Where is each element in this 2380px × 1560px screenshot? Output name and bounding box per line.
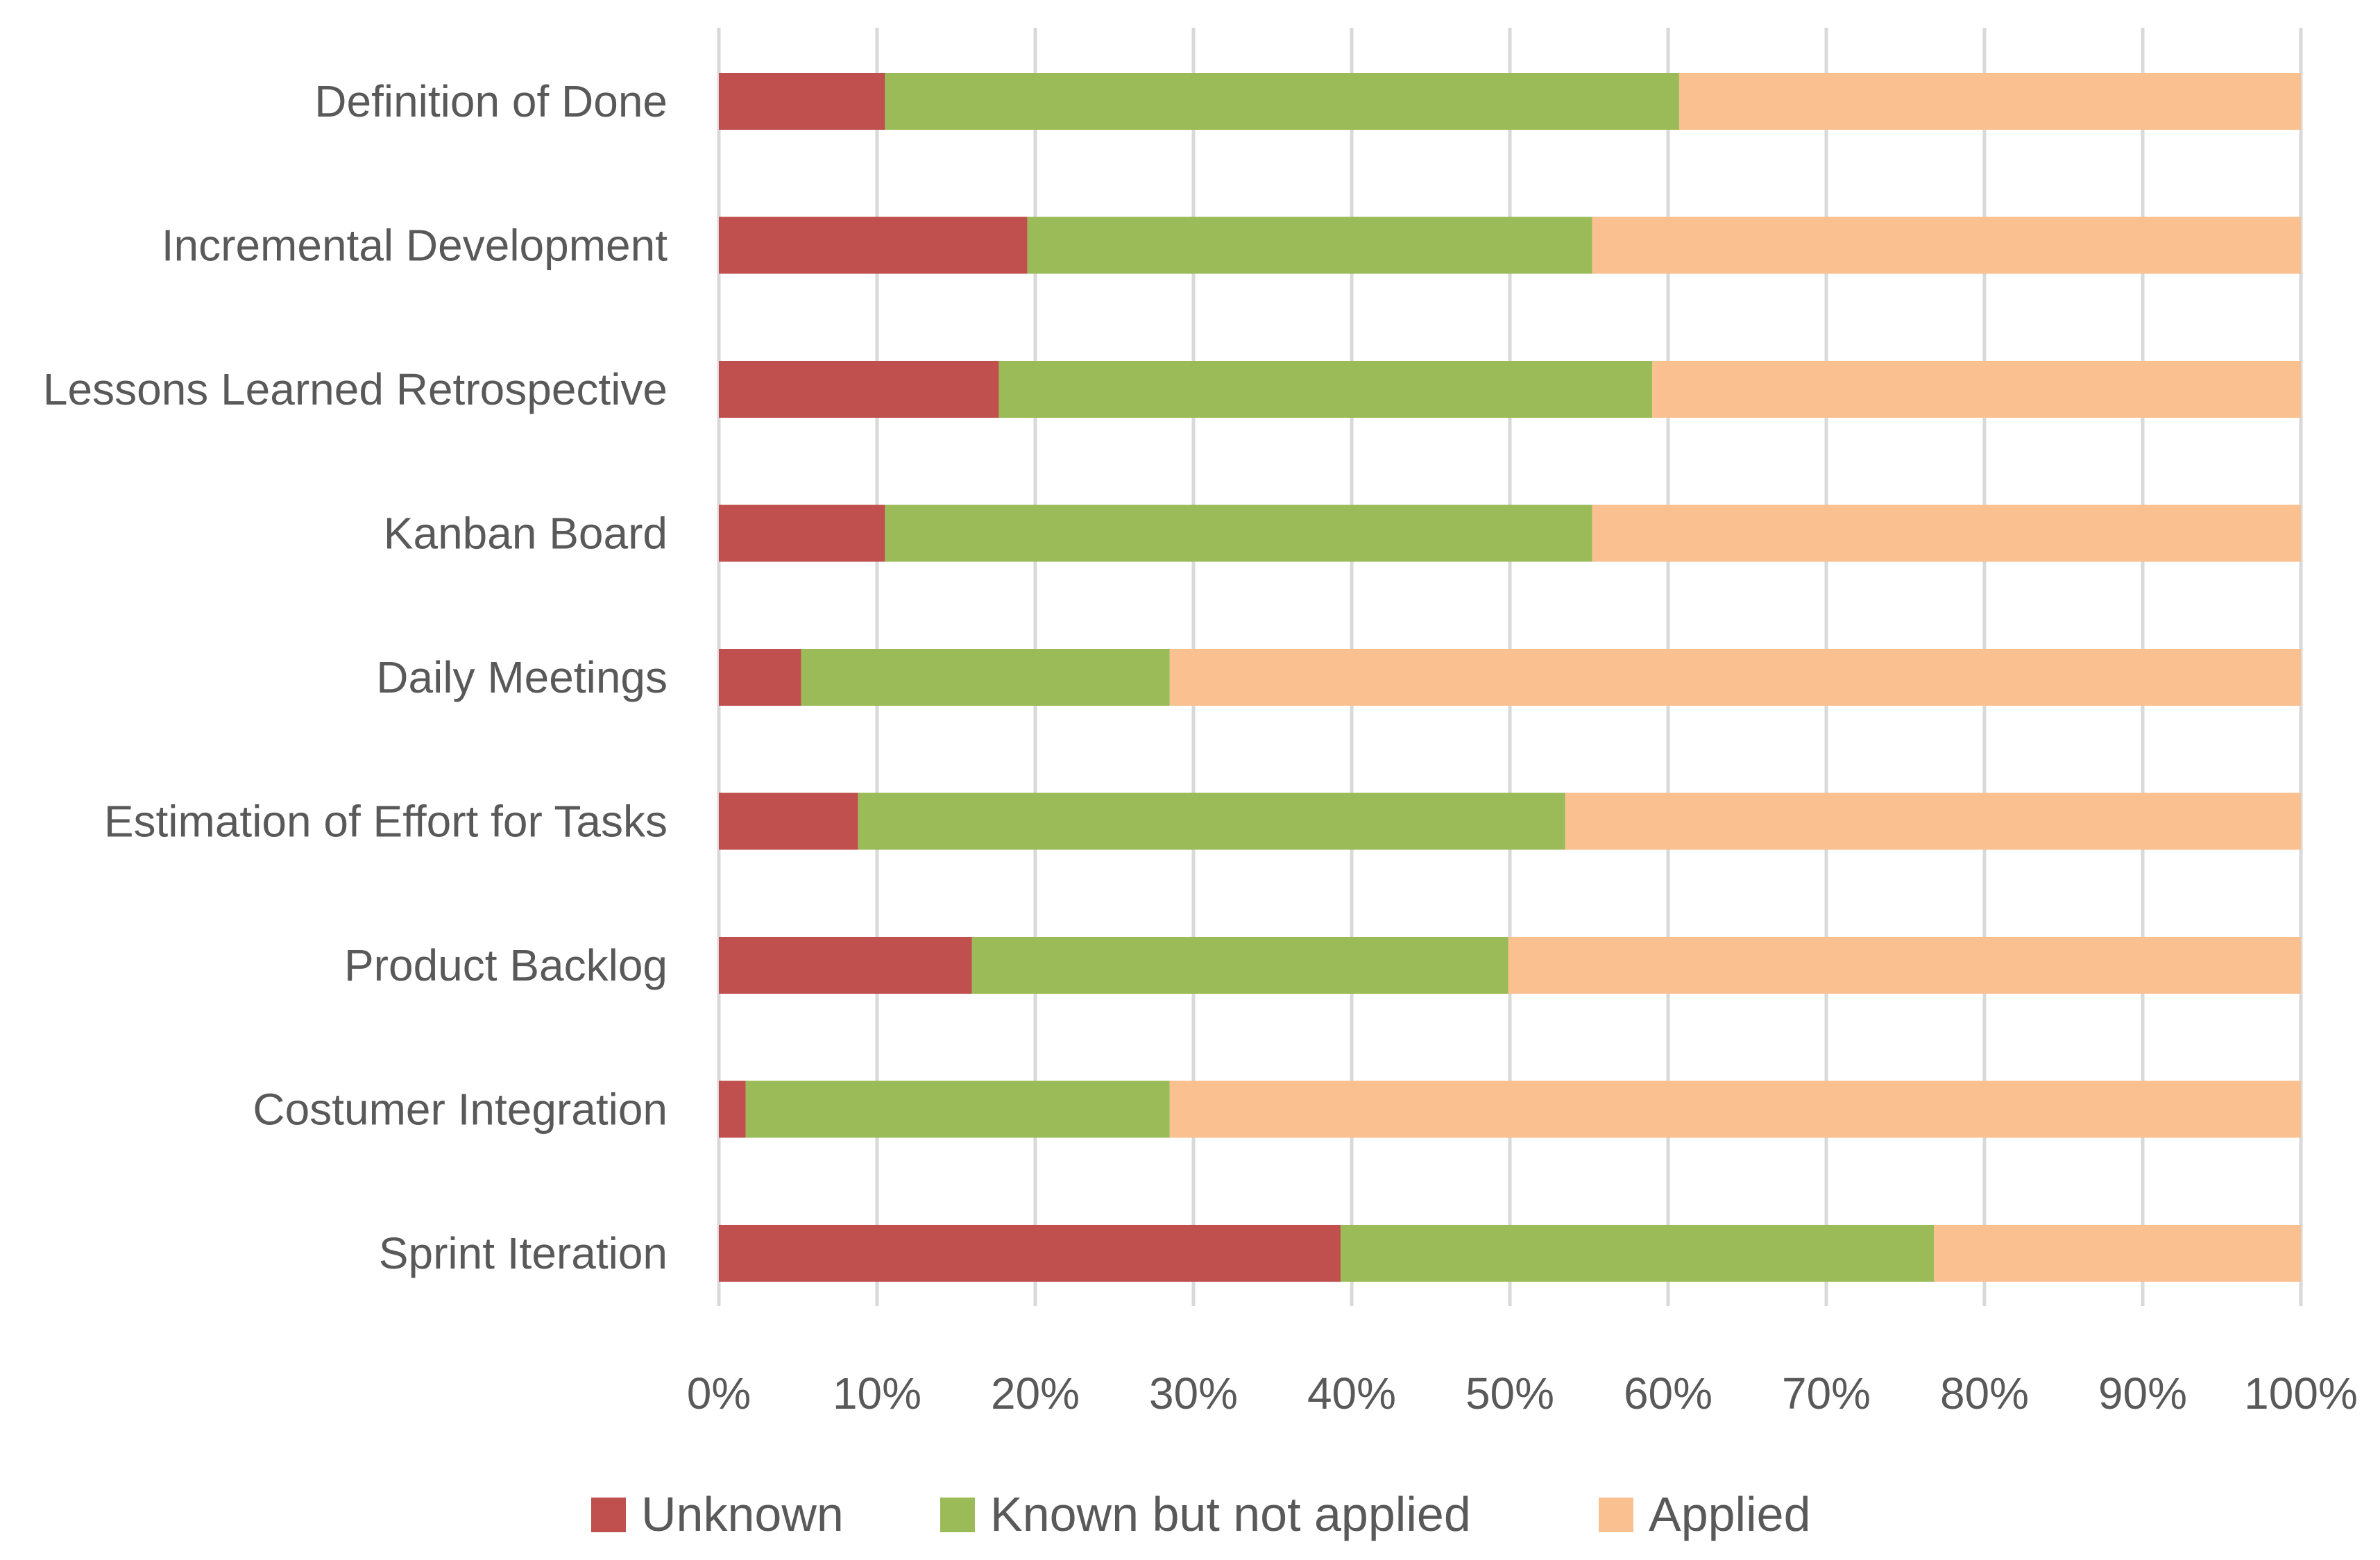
bar-applied-1 <box>1592 217 2301 274</box>
bar-applied-0 <box>1678 73 2301 130</box>
bar-applied-5 <box>1565 792 2301 850</box>
bar-applied-4 <box>1169 649 2301 706</box>
x-tick-label: 20% <box>991 1368 1080 1418</box>
category-label: Sprint Iteration <box>379 1228 668 1278</box>
x-tick-label: 70% <box>1782 1368 1871 1418</box>
bar-known-but-not-applied-7 <box>745 1080 1170 1138</box>
bars <box>719 73 2301 1282</box>
x-tick-label: 100% <box>2244 1368 2358 1418</box>
category-labels: Definition of Done Incremental Developmen… <box>43 76 668 1278</box>
bar-known-but-not-applied-5 <box>858 792 1565 850</box>
x-tick-label: 40% <box>1307 1368 1396 1418</box>
legend-swatch-known-but-not-applied <box>940 1498 975 1532</box>
bar-known-but-not-applied-8 <box>1341 1225 1935 1282</box>
bar-applied-7 <box>1169 1080 2301 1138</box>
bar-known-but-not-applied-4 <box>801 649 1170 706</box>
category-label: Daily Meetings <box>376 652 668 702</box>
x-tick-label: 30% <box>1149 1368 1238 1418</box>
category-label: Costumer Integration <box>253 1085 668 1135</box>
x-tick-label: 50% <box>1465 1368 1554 1418</box>
bar-unknown-4 <box>719 649 801 706</box>
bar-unknown-8 <box>719 1225 1341 1282</box>
bar-unknown-3 <box>719 505 885 562</box>
bar-known-but-not-applied-6 <box>971 937 1508 994</box>
bar-applied-2 <box>1652 361 2301 418</box>
bar-applied-6 <box>1508 937 2301 994</box>
legend-label: Applied <box>1649 1487 1811 1541</box>
legend-label: Known but not applied <box>990 1487 1471 1541</box>
bar-known-but-not-applied-1 <box>1027 217 1592 274</box>
bar-unknown-0 <box>719 73 885 130</box>
bar-unknown-5 <box>719 792 858 850</box>
bar-known-but-not-applied-0 <box>885 73 1679 130</box>
legend: Unknown Known but not applied Applied <box>591 1487 1811 1541</box>
category-label: Product Backlog <box>344 940 668 990</box>
x-tick-label: 80% <box>1940 1368 2029 1418</box>
bar-unknown-1 <box>719 217 1028 274</box>
category-label: Incremental Development <box>162 221 668 271</box>
legend-swatch-unknown <box>591 1498 626 1532</box>
category-label: Kanban Board <box>384 509 668 559</box>
category-label: Lessons Learned Retrospective <box>43 364 668 414</box>
x-tick-labels: 0% 10% 20% 30% 40% 50% 60% 70% 80% 90% 100% <box>687 1368 2358 1418</box>
x-tick-label: 90% <box>2098 1368 2187 1418</box>
x-tick-label: 10% <box>833 1368 921 1418</box>
category-label: Definition of Done <box>314 76 668 126</box>
legend-label: Unknown <box>641 1487 844 1541</box>
bar-applied-3 <box>1592 505 2301 562</box>
bar-known-but-not-applied-2 <box>998 361 1653 418</box>
bar-unknown-7 <box>719 1080 746 1138</box>
bar-applied-8 <box>1934 1225 2301 1282</box>
x-tick-label: 0% <box>687 1368 751 1418</box>
x-tick-label: 60% <box>1624 1368 1712 1418</box>
category-label: Estimation of Effort for Tasks <box>104 797 668 847</box>
legend-swatch-applied <box>1599 1498 1633 1532</box>
bar-unknown-6 <box>719 937 972 994</box>
bar-known-but-not-applied-3 <box>885 505 1592 562</box>
bar-unknown-2 <box>719 361 999 418</box>
